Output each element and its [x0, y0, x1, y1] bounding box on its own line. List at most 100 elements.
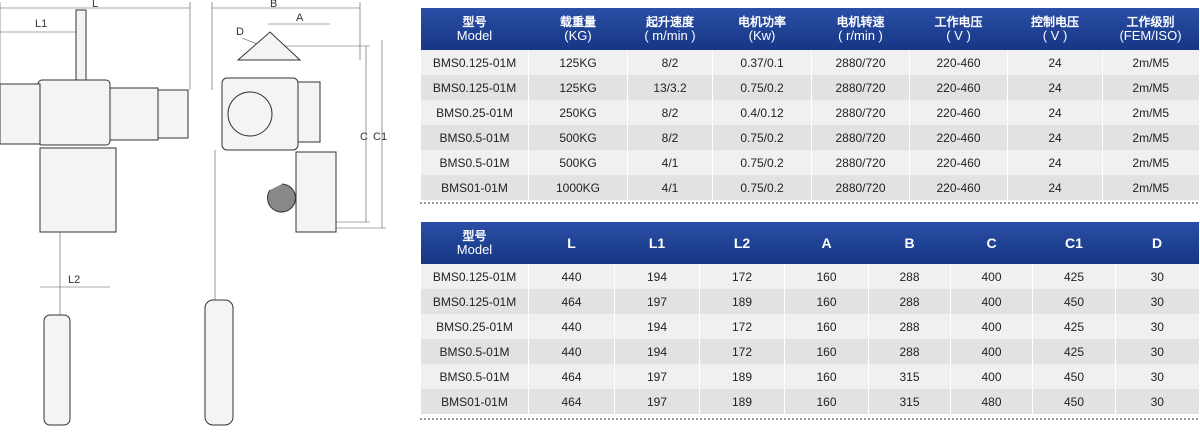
- table-cell: 220-460: [909, 150, 1008, 175]
- header-text: 型号: [462, 229, 487, 243]
- table-cell: 2880/720: [811, 125, 910, 150]
- divider: [420, 202, 1198, 204]
- table-cell: 189: [699, 364, 785, 389]
- header-cell: 工作级别 (FEM/ISO): [1102, 8, 1199, 50]
- header-text: 工作级别: [1126, 15, 1175, 29]
- header-text: ( V ): [946, 28, 971, 43]
- table-cell: 8/2: [627, 100, 713, 125]
- table-cell: 30: [1115, 314, 1199, 339]
- table-row: BMS0.125-01M 125KG 8/2 0.37/0.1 2880/720 220-…: [420, 50, 1199, 75]
- table-cell: 450: [1032, 364, 1116, 389]
- header-text: L2: [733, 235, 751, 251]
- header-cell: 电机转速( r/min ): [811, 8, 910, 50]
- table-cell: 8/2: [627, 125, 713, 150]
- table-cell: 440: [528, 339, 615, 364]
- table-cell: 425: [1032, 314, 1116, 339]
- dim-label: L1: [35, 18, 47, 30]
- table-cell: 189: [699, 289, 785, 314]
- table-cell: BMS01-01M: [420, 175, 529, 200]
- table-cell: 125KG: [528, 75, 628, 100]
- table-cell: 400: [950, 264, 1033, 289]
- table-cell: 24: [1007, 150, 1103, 175]
- header-text: L1: [648, 235, 666, 251]
- header-cell: C1: [1032, 222, 1116, 264]
- table-cell: 2880/720: [811, 75, 910, 100]
- header-cell: 控制电压( V ): [1007, 8, 1103, 50]
- table-cell: 30: [1115, 389, 1199, 414]
- table-cell: BMS0.125-01M: [420, 264, 529, 289]
- table-row: BMS0.5-01M 440 194 172 160 288 400 425 30: [420, 339, 1199, 364]
- table-cell: 500KG: [528, 125, 628, 150]
- dim-label: A: [296, 12, 304, 24]
- table-cell: 464: [528, 389, 615, 414]
- table-cell: 2m/M5: [1102, 125, 1199, 150]
- header-text: D: [1151, 235, 1163, 251]
- table-cell: 0.4/0.12: [712, 100, 812, 125]
- header-text: Model: [456, 28, 493, 43]
- header-cell: L2: [699, 222, 785, 264]
- table-cell: 288: [868, 339, 951, 364]
- divider: [420, 418, 1198, 420]
- table-cell: 0.75/0.2: [712, 75, 812, 100]
- dimension-table: 型号 Model L L1 L2 A B C C1 D BMS0.125-01M 440 194 172 1…: [420, 222, 1199, 414]
- table-cell: 425: [1032, 339, 1116, 364]
- table-cell: 189: [699, 389, 785, 414]
- table-cell: BMS0.125-01M: [420, 75, 529, 100]
- header-cell: D: [1115, 222, 1199, 264]
- table-cell: 24: [1007, 75, 1103, 100]
- table-cell: 464: [528, 364, 615, 389]
- dim-label: C1: [373, 131, 387, 143]
- header-text: 型号: [462, 15, 487, 29]
- table-cell: BMS0.125-01M: [420, 289, 529, 314]
- header-text: 起升速度: [645, 15, 694, 29]
- table-cell: 400: [950, 364, 1033, 389]
- header-text: C: [986, 235, 997, 251]
- table-cell: 0.75/0.2: [712, 125, 812, 150]
- table-cell: 464: [528, 289, 615, 314]
- table-cell: 0.37/0.1: [712, 50, 812, 75]
- table-row: BMS0.5-01M 464 197 189 160 315 400 450 30: [420, 364, 1199, 389]
- table-cell: 24: [1007, 50, 1103, 75]
- table-cell: 160: [784, 314, 869, 339]
- header-cell: 型号 Model: [420, 222, 529, 264]
- table-cell: 24: [1007, 175, 1103, 200]
- header-cell: C: [950, 222, 1033, 264]
- table-cell: 125KG: [528, 50, 628, 75]
- header-cell: 载重量 (KG): [528, 8, 628, 50]
- header-text: (KG): [564, 28, 592, 43]
- header-cell: L1: [614, 222, 700, 264]
- table-cell: 8/2: [627, 50, 713, 75]
- header-text: B: [904, 235, 915, 251]
- table-cell: 160: [784, 339, 869, 364]
- table-cell: 220-460: [909, 125, 1008, 150]
- table-cell: 425: [1032, 264, 1116, 289]
- dim-label: L: [92, 0, 98, 10]
- header-text: A: [821, 235, 832, 251]
- table-row: BMS0.125-01M 125KG 13/3.2 0.75/0.2 2880/720 2…: [420, 75, 1199, 100]
- table-cell: 220-460: [909, 75, 1008, 100]
- header-cell: L: [528, 222, 615, 264]
- header-text: C1: [1065, 235, 1083, 251]
- table-cell: 450: [1032, 389, 1116, 414]
- header-cell: A: [784, 222, 869, 264]
- table-cell: 480: [950, 389, 1033, 414]
- table-cell: 24: [1007, 125, 1103, 150]
- table-cell: 500KG: [528, 150, 628, 175]
- table-cell: BMS01-01M: [420, 389, 529, 414]
- table-cell: 1000KG: [528, 175, 628, 200]
- table-cell: 160: [784, 264, 869, 289]
- dim-label: B: [270, 0, 277, 10]
- header-text: (FEM/ISO): [1119, 28, 1182, 43]
- table-cell: 194: [614, 264, 700, 289]
- table-row: BMS0.125-01M 464 197 189 160 288 400 450 30: [420, 289, 1199, 314]
- header-text: L: [567, 235, 576, 251]
- table-cell: 0.75/0.2: [712, 175, 812, 200]
- table-cell: 2m/M5: [1102, 50, 1199, 75]
- table-cell: BMS0.5-01M: [420, 150, 529, 175]
- table-cell: 315: [868, 364, 951, 389]
- table-cell: 197: [614, 289, 700, 314]
- dim-label: L2: [68, 274, 80, 286]
- table-cell: 30: [1115, 339, 1199, 364]
- table-cell: 4/1: [627, 175, 713, 200]
- header-cell: 工作电压( V ): [909, 8, 1008, 50]
